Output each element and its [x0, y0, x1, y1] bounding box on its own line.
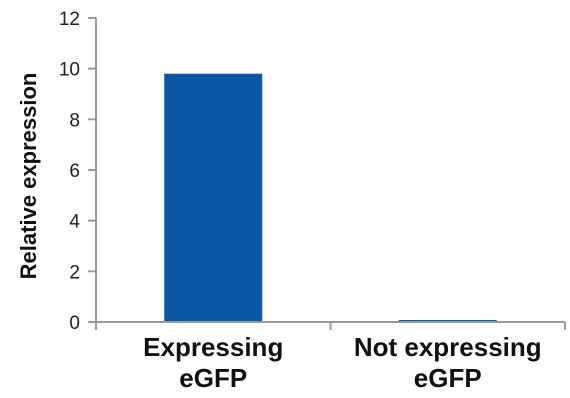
x-category-label: Expressing — [143, 332, 283, 362]
bars — [164, 73, 497, 322]
x-axis-ticks — [95, 322, 566, 330]
x-category-label: Not expressing — [354, 332, 542, 362]
x-category-label: eGFP — [414, 363, 482, 393]
x-category-label: eGFP — [179, 363, 247, 393]
y-tick-label: 10 — [59, 60, 80, 81]
y-tick-label: 2 — [69, 262, 80, 283]
y-tick-label: 8 — [69, 110, 80, 131]
y-axis-ticks: 0 2 4 6 8 10 12 — [59, 9, 96, 334]
y-tick-label: 12 — [59, 9, 80, 30]
bar-1 — [164, 73, 263, 322]
y-axis-title: Relative expression — [16, 73, 41, 280]
y-tick-label: 6 — [69, 161, 80, 182]
y-tick-label: 4 — [69, 212, 80, 233]
y-tick-label: 0 — [69, 313, 80, 334]
